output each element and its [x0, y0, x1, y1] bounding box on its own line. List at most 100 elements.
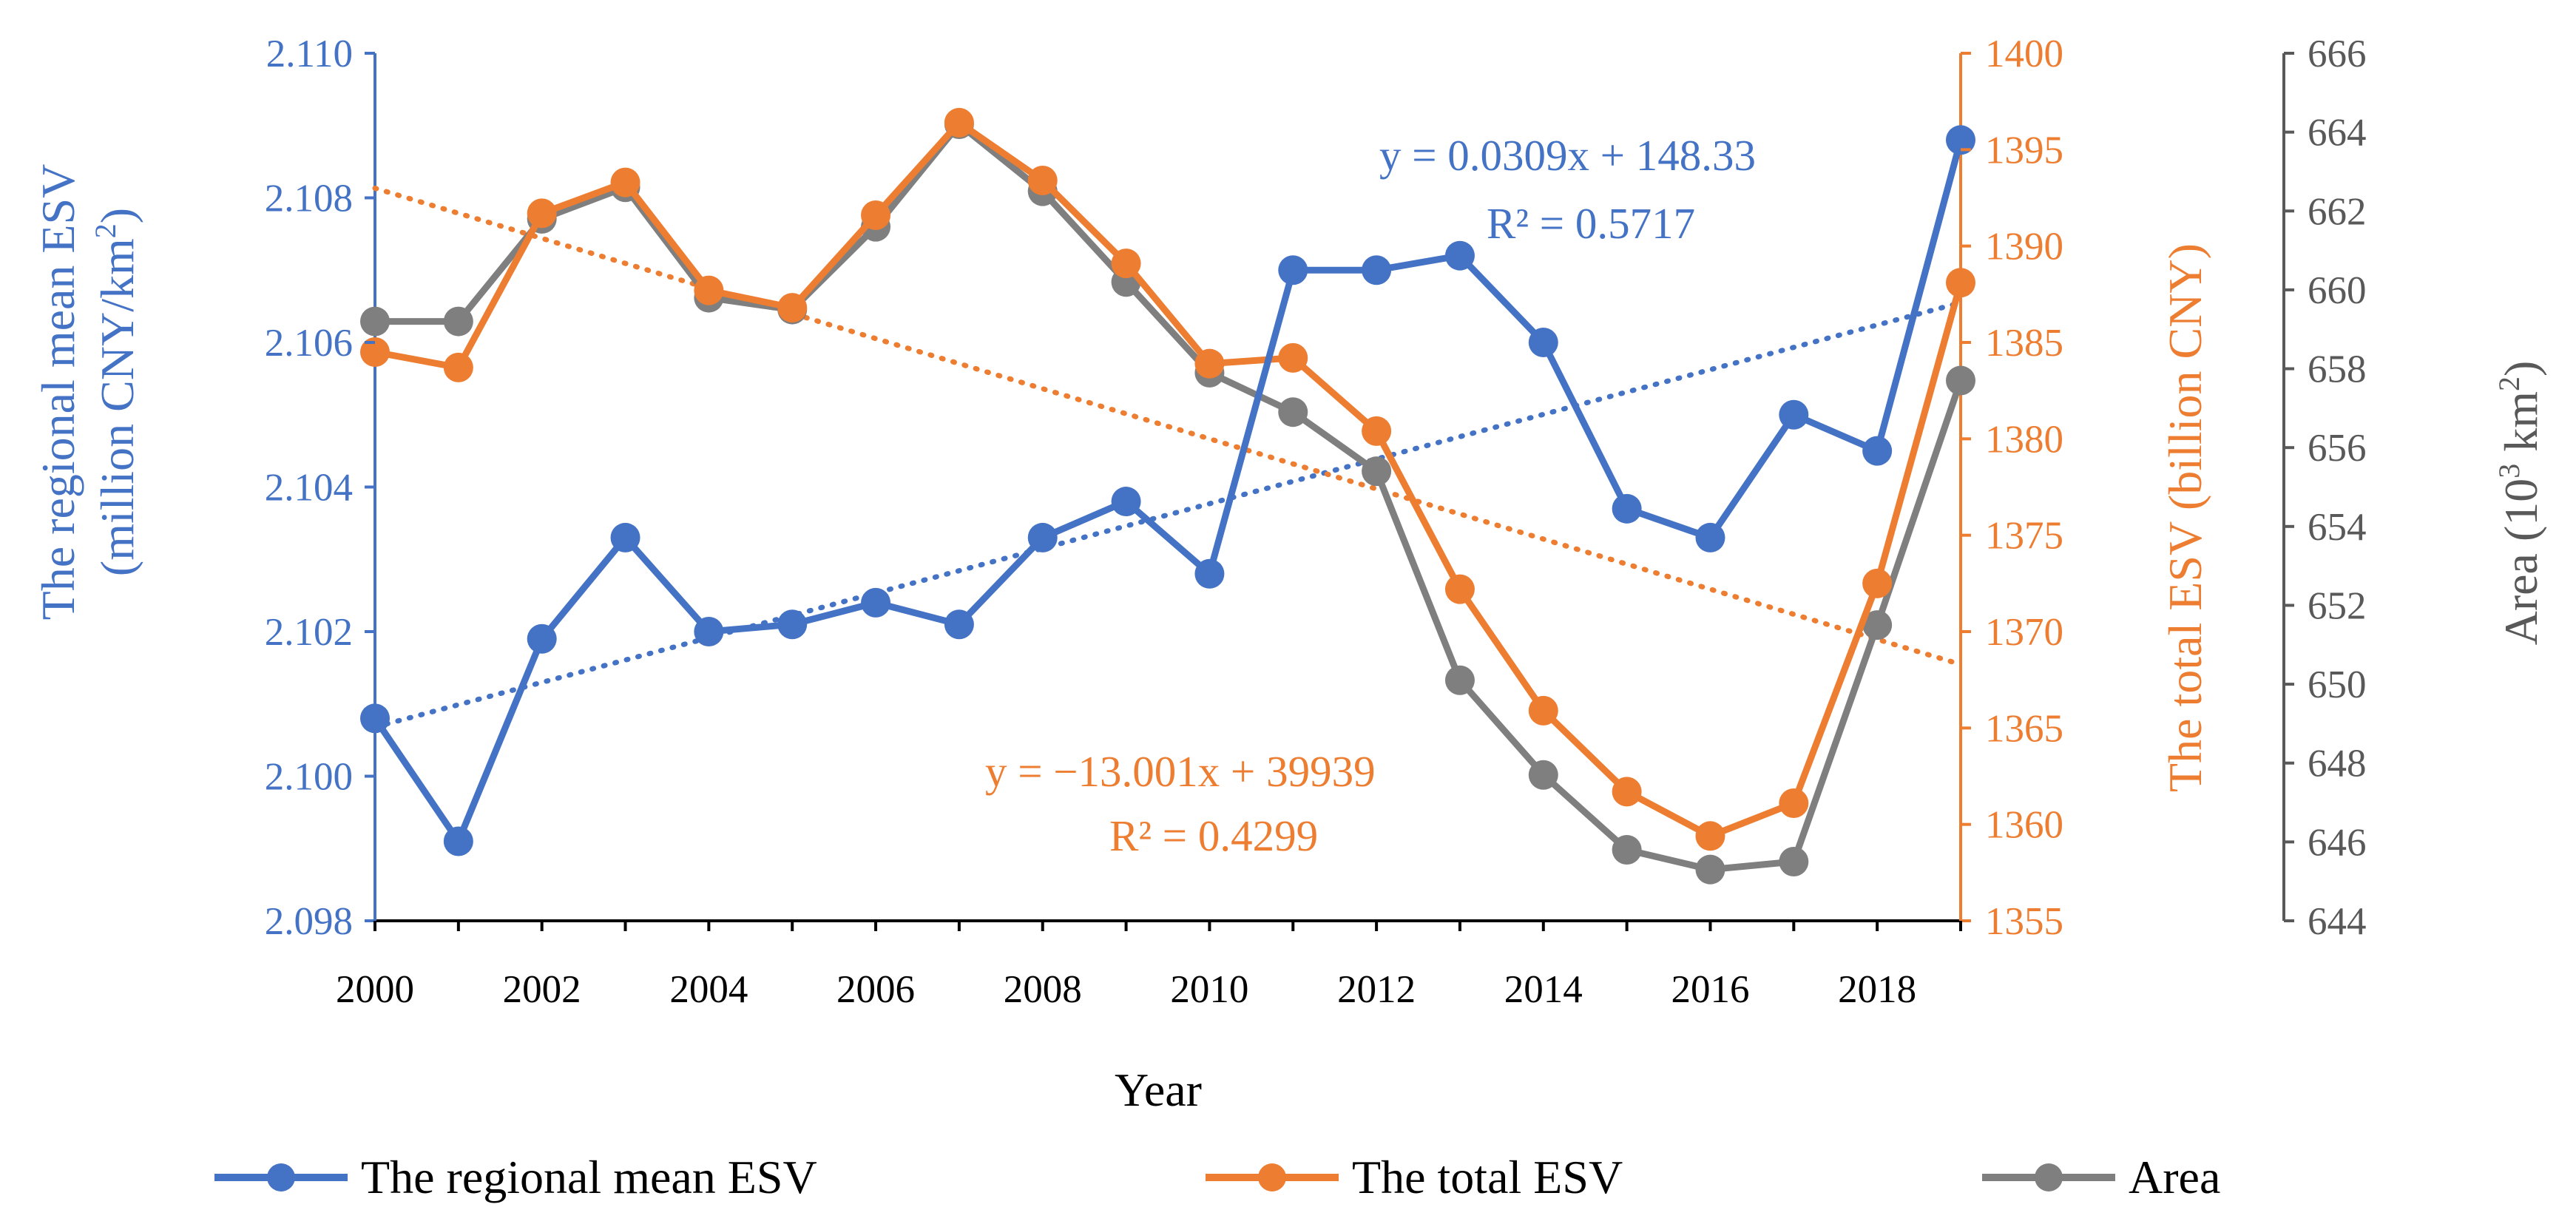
- point-total: [1362, 416, 1392, 446]
- right1-tick-label: 1355: [1985, 900, 2063, 943]
- ticks-group: 2.098 2.100 2.102 2.104 2.106 2.108 2.110 1355 1…: [265, 33, 2367, 1011]
- point-mean: [443, 826, 473, 856]
- trend-equation-mean: y = 0.0309x + 148.33: [1379, 131, 1756, 180]
- right1-tick-label: 1385: [1985, 322, 2063, 365]
- x-tick-label: 2000: [336, 968, 414, 1011]
- right2-tick-label: 648: [2308, 743, 2367, 785]
- x-tick-label: 2008: [1004, 968, 1082, 1011]
- right1-tick-label: 1365: [1985, 707, 2063, 750]
- point-total: [777, 293, 808, 323]
- point-total: [694, 275, 724, 305]
- right2-tick-label: 660: [2308, 269, 2367, 312]
- right2-tick-label: 654: [2308, 506, 2367, 549]
- point-mean: [1111, 487, 1141, 517]
- legend-label-area: Area: [2129, 1151, 2220, 1203]
- right2-tick-label: 666: [2308, 33, 2367, 75]
- series-line-total: [374, 119, 1964, 839]
- right2-tick-label: 662: [2308, 190, 2367, 233]
- point-area: [1779, 847, 1809, 877]
- point-mean: [360, 703, 390, 734]
- right2-tick-label: 658: [2308, 348, 2367, 391]
- right2-tick-label: 650: [2308, 663, 2367, 706]
- legend-label-mean: The regional mean ESV: [361, 1151, 817, 1203]
- right2-tick-label: 646: [2308, 821, 2367, 864]
- right2-tick-label: 644: [2308, 900, 2367, 943]
- point-total: [527, 198, 557, 229]
- right1-tick-label: 1380: [1985, 418, 2063, 461]
- point-area: [1278, 397, 1308, 427]
- point-area: [360, 306, 390, 337]
- trend-equation-total: y = −13.001x + 39939: [985, 747, 1376, 796]
- right1-tick-label: 1395: [1985, 129, 2063, 172]
- trend-label-total: y = −13.001x + 39939 R² = 0.4299: [985, 747, 1376, 860]
- point-area: [1862, 610, 1893, 640]
- point-area: [1528, 760, 1558, 790]
- point-mean: [1946, 125, 1975, 155]
- right1-tick-label: 1375: [1985, 515, 2063, 558]
- right1-axis-title: The total ESV (billion CNY): [2159, 243, 2211, 792]
- point-mean: [1027, 522, 1058, 552]
- point-area: [1695, 854, 1725, 885]
- right1-tick-label: 1360: [1985, 804, 2063, 847]
- right2-axis-title: Area (103 km2): [2492, 361, 2547, 646]
- left-tick-label: 2.108: [265, 178, 353, 220]
- point-mean: [1862, 436, 1893, 466]
- point-total: [610, 167, 640, 197]
- point-total: [1111, 249, 1141, 279]
- left-axis-title-line2: (million CNY/km2): [89, 208, 143, 576]
- x-axis-title: Year: [1115, 1064, 1202, 1116]
- x-tick-label: 2018: [1838, 968, 1916, 1011]
- point-total: [1862, 568, 1893, 598]
- point-area: [1444, 665, 1475, 695]
- trendlines-group: [372, 185, 1964, 730]
- point-total: [1612, 777, 1642, 807]
- legend-marker-mean: [267, 1163, 295, 1191]
- right2-tick-label: 656: [2308, 427, 2367, 470]
- point-total: [1194, 348, 1225, 379]
- x-tick-label: 2010: [1170, 968, 1248, 1011]
- point-mean: [1278, 255, 1308, 285]
- legend: The regional mean ESV The total ESV Area: [214, 1151, 2220, 1203]
- point-mean: [1779, 399, 1809, 430]
- point-total: [1444, 574, 1475, 604]
- left-tick-label: 2.098: [265, 900, 353, 943]
- x-tick-label: 2016: [1671, 968, 1749, 1011]
- point-mean: [1695, 522, 1725, 552]
- legend-item-area: Area: [1982, 1151, 2220, 1203]
- left-axis-title: The regional mean ESV (million CNY/km2): [32, 164, 143, 621]
- legend-item-mean: The regional mean ESV: [214, 1151, 817, 1203]
- point-total: [944, 107, 974, 138]
- point-mean: [1528, 328, 1558, 357]
- point-total: [861, 200, 891, 230]
- point-mean: [777, 609, 808, 640]
- left-tick-label: 2.102: [265, 611, 353, 654]
- point-mean: [1362, 255, 1392, 285]
- right1-tick-label: 1390: [1985, 226, 2063, 268]
- legend-label-total: The total ESV: [1352, 1151, 1623, 1203]
- left-tick-label: 2.100: [265, 756, 353, 799]
- point-mean: [1612, 493, 1642, 524]
- legend-marker-total: [1258, 1163, 1286, 1191]
- point-mean: [1444, 240, 1475, 271]
- left-axis-title-line1: The regional mean ESV: [32, 164, 84, 621]
- point-total: [360, 337, 390, 368]
- x-tick-label: 2002: [503, 968, 581, 1011]
- x-tick-label: 2012: [1337, 968, 1416, 1011]
- point-mean: [944, 609, 974, 640]
- point-total: [1779, 788, 1809, 818]
- trendline-mean: [372, 300, 1964, 730]
- point-total: [1027, 166, 1058, 196]
- point-mean: [1194, 558, 1225, 589]
- x-tick-label: 2004: [669, 968, 748, 1011]
- left-tick-label: 2.110: [266, 33, 353, 75]
- point-area: [1946, 365, 1975, 396]
- point-mean: [861, 587, 891, 618]
- point-area: [443, 306, 473, 337]
- point-total: [1278, 342, 1308, 373]
- left-tick-label: 2.106: [265, 322, 353, 365]
- right1-tick-label: 1370: [1985, 611, 2063, 654]
- point-total: [1528, 695, 1558, 726]
- legend-item-total: The total ESV: [1206, 1151, 1623, 1203]
- point-mean: [527, 623, 557, 654]
